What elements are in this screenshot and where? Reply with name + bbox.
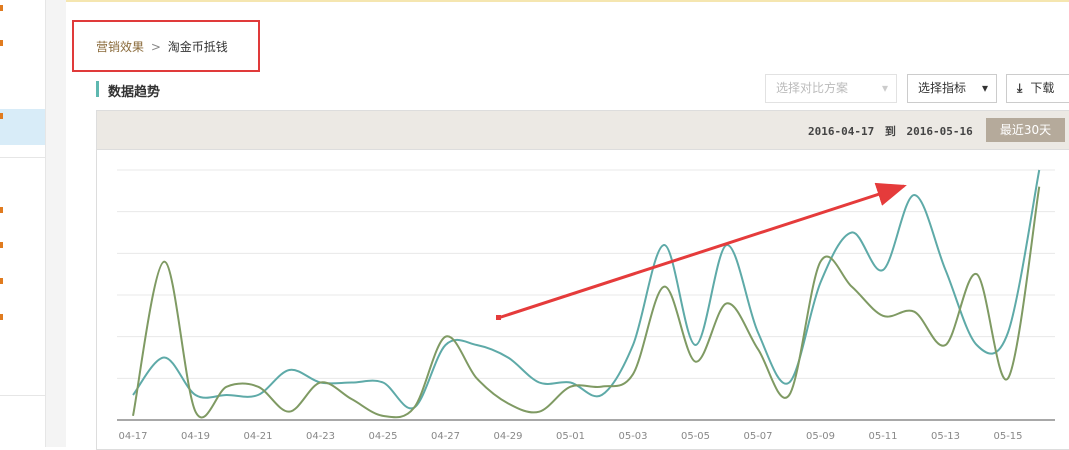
sidebar-mark — [0, 113, 3, 119]
series-line — [132, 186, 1041, 419]
breadcrumb-current: 淘金币抵钱 — [167, 40, 228, 54]
notice-line — [66, 0, 1069, 2]
x-tick-label: 04-23 — [306, 431, 335, 442]
date-start: 2016-04-17 — [808, 125, 875, 138]
compare-select[interactable]: 选择对比方案 ▾ — [765, 74, 897, 103]
breadcrumb: 营销效果 > 淘金币抵钱 — [96, 38, 228, 55]
sidebar-mark — [0, 314, 3, 320]
download-button[interactable]: ⤓ 下载 — [1006, 74, 1069, 103]
divider — [0, 157, 45, 158]
x-tick-label: 04-29 — [493, 431, 522, 442]
divider — [0, 395, 45, 396]
sidebar-mark — [0, 242, 3, 248]
highlight-box — [72, 20, 260, 72]
section-title: 数据趋势 — [108, 85, 161, 100]
x-tick-label: 05-09 — [806, 431, 835, 442]
sidebar-mark — [0, 40, 3, 46]
x-tick-label: 05-05 — [681, 431, 710, 442]
x-tick-label: 05-01 — [556, 431, 585, 442]
breadcrumb-link[interactable]: 营销效果 — [96, 40, 145, 54]
x-tick-label: 05-03 — [618, 431, 647, 442]
date-range: 2016-04-17 到 2016-05-16 — [808, 123, 973, 139]
date-to: 到 — [884, 125, 896, 138]
download-icon: ⤓ — [1017, 81, 1023, 95]
metric-select[interactable]: 选择指标 ▾ — [907, 74, 997, 103]
metric-label: 选择指标 — [918, 81, 967, 95]
x-tick-label: 05-15 — [993, 431, 1022, 442]
section-marker — [96, 81, 99, 97]
caret: ▾ — [881, 81, 888, 95]
x-tick-label: 04-25 — [368, 431, 397, 442]
x-tick-label: 05-13 — [931, 431, 960, 442]
sidebar-mark — [0, 5, 3, 11]
sidebar-mark — [0, 207, 3, 213]
sidebar-mark — [0, 278, 3, 284]
x-tick-label: 04-21 — [243, 431, 272, 442]
preset-button[interactable]: 最近30天 — [986, 118, 1065, 142]
x-tick-label: 05-07 — [743, 431, 772, 442]
series-line — [132, 169, 1041, 410]
download-label: 下载 — [1030, 81, 1055, 95]
caret: ▾ — [981, 81, 988, 95]
annotation-arrow — [497, 182, 907, 320]
chart: 04-17 04-19 04-21 04-23 04-25 04-27 04-29 05-01… — [117, 169, 1055, 442]
sidebar — [0, 0, 46, 447]
x-tick-label: 04-27 — [431, 431, 460, 442]
x-tick-label: 04-17 — [118, 431, 147, 442]
annotation-dot — [496, 315, 501, 320]
x-tick-label: 04-19 — [181, 431, 210, 442]
gutter — [46, 0, 66, 447]
sidebar-active[interactable] — [0, 109, 45, 145]
chart-header — [97, 111, 1069, 150]
x-tick-label: 05-11 — [868, 431, 897, 442]
compare-label: 选择对比方案 — [776, 81, 849, 95]
date-end: 2016-05-16 — [906, 125, 973, 138]
breadcrumb-separator: > — [150, 40, 161, 54]
